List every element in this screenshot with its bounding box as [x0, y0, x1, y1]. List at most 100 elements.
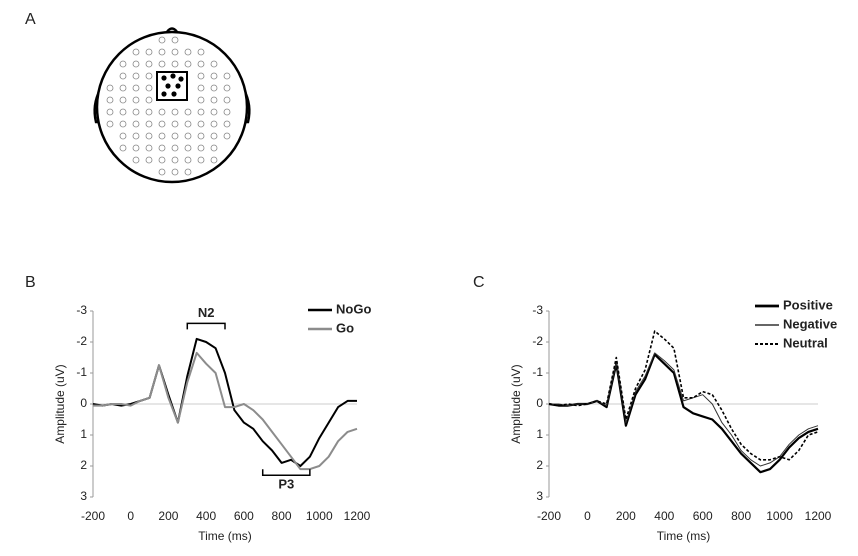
electrode	[145, 96, 153, 104]
electrode	[197, 84, 205, 92]
series-line	[548, 330, 819, 461]
electrode	[145, 84, 153, 92]
electrode	[210, 96, 218, 104]
electrode	[184, 132, 192, 140]
electrode	[184, 48, 192, 56]
electrode-grid	[106, 36, 231, 176]
electrode	[158, 168, 166, 176]
electrode	[145, 48, 153, 56]
electrode	[223, 108, 231, 116]
electrode	[132, 60, 140, 68]
y-axis-label: Amplitude (uV)	[509, 364, 523, 443]
y-tick-label: -1	[532, 365, 543, 379]
x-tick-label: 400	[196, 509, 216, 523]
electrode	[197, 96, 205, 104]
series-line	[93, 351, 358, 471]
electrode	[119, 96, 127, 104]
electrode	[119, 60, 127, 68]
x-axis-label: Time (ms)	[198, 529, 252, 543]
electrode	[210, 108, 218, 116]
electrode	[210, 84, 218, 92]
electrode	[158, 48, 166, 56]
electrode	[171, 156, 179, 164]
electrode	[158, 60, 166, 68]
series-line	[548, 353, 819, 474]
electrode	[171, 120, 179, 128]
electrode	[171, 108, 179, 116]
electrode	[223, 120, 231, 128]
legend-label: Negative	[783, 316, 837, 331]
electrode	[210, 156, 218, 164]
electrode	[119, 108, 127, 116]
electrode	[197, 156, 205, 164]
electrode	[171, 144, 179, 152]
y-tick-label: 2	[536, 458, 543, 472]
electrode	[223, 84, 231, 92]
head-diagram	[93, 27, 251, 184]
electrode	[132, 72, 140, 80]
electrode	[145, 156, 153, 164]
electrode	[145, 120, 153, 128]
electrode	[197, 48, 205, 56]
y-tick-label: 3	[80, 489, 87, 503]
electrode	[132, 132, 140, 140]
electrode	[171, 48, 179, 56]
electrode	[119, 120, 127, 128]
electrode	[184, 168, 192, 176]
electrode	[184, 60, 192, 68]
electrode	[184, 108, 192, 116]
electrode	[106, 120, 114, 128]
electrode	[158, 108, 166, 116]
y-tick-label: -2	[76, 334, 87, 348]
x-axis-label: Time (ms)	[657, 529, 711, 543]
annotation: P3	[278, 477, 294, 492]
x-tick-label: 1000	[306, 509, 333, 523]
electrode	[158, 132, 166, 140]
electrode	[119, 132, 127, 140]
electrode	[158, 156, 166, 164]
x-tick-label: 200	[158, 509, 178, 523]
y-tick-label: 0	[536, 396, 543, 410]
x-tick-label: 200	[616, 509, 636, 523]
electrode	[197, 144, 205, 152]
annotation: N2	[198, 305, 215, 320]
y-tick-label: -3	[532, 303, 543, 317]
electrode	[132, 144, 140, 152]
electrode	[106, 96, 114, 104]
electrode	[210, 60, 218, 68]
electrode	[197, 72, 205, 80]
x-tick-label: 600	[693, 509, 713, 523]
electrode	[132, 84, 140, 92]
y-tick-label: -2	[532, 334, 543, 348]
x-tick-label: 800	[272, 509, 292, 523]
series-line	[549, 352, 819, 467]
series-line	[92, 337, 357, 467]
electrode	[145, 72, 153, 80]
panel-label: C	[473, 274, 485, 291]
x-tick-label: 1200	[805, 509, 832, 523]
x-tick-label: 1200	[344, 509, 371, 523]
x-tick-label: 400	[654, 509, 674, 523]
electrode	[210, 120, 218, 128]
electrode	[197, 132, 205, 140]
x-tick-label: 600	[234, 509, 254, 523]
panel-label: A	[25, 11, 36, 28]
electrode	[223, 72, 231, 80]
electrode	[145, 60, 153, 68]
electrode	[171, 36, 179, 44]
electrode	[223, 96, 231, 104]
electrode	[132, 96, 140, 104]
electrode	[197, 60, 205, 68]
y-axis-label: Amplitude (uV)	[53, 364, 67, 443]
electrode	[132, 156, 140, 164]
electrode	[106, 108, 114, 116]
electrode	[158, 36, 166, 44]
y-tick-label: -3	[76, 303, 87, 317]
electrode	[171, 168, 179, 176]
electrode	[158, 144, 166, 152]
electrode	[119, 72, 127, 80]
electrode	[210, 132, 218, 140]
y-tick-label: 1	[80, 427, 87, 441]
x-tick-label: 1000	[766, 509, 793, 523]
